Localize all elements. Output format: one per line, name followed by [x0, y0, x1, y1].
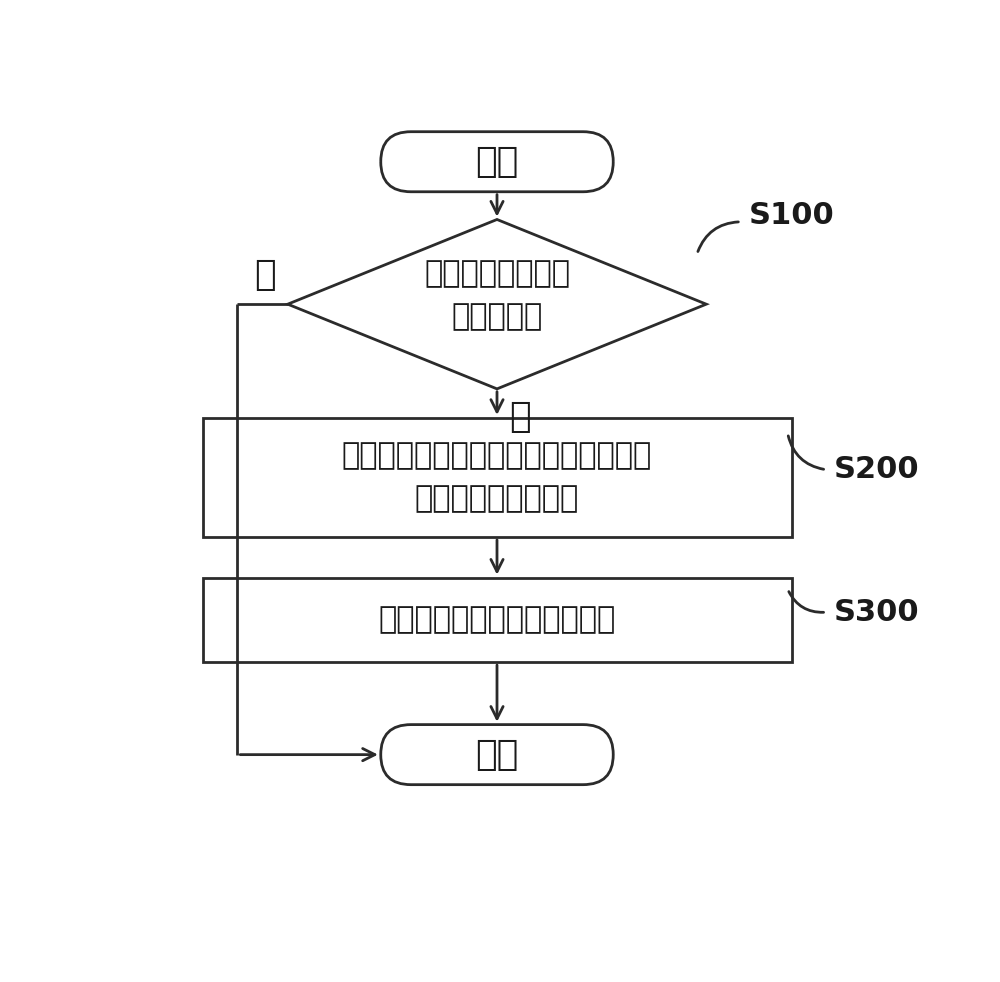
Text: 对所述敏感数据进行特殊字符移除，从
而获得规范敏感数据: 对所述敏感数据进行特殊字符移除，从 而获得规范敏感数据 [342, 442, 652, 514]
FancyBboxPatch shape [381, 725, 613, 785]
FancyBboxPatch shape [202, 417, 792, 537]
Text: 否: 否 [254, 258, 276, 292]
Text: S200: S200 [834, 456, 920, 484]
Text: 对所述规范敏感数据进行脱敏: 对所述规范敏感数据进行脱敏 [378, 605, 616, 634]
FancyBboxPatch shape [381, 132, 613, 191]
Text: 开始: 开始 [475, 144, 519, 179]
Text: 结束: 结束 [475, 737, 519, 772]
Text: 判断敏感数据是否
具有有效性: 判断敏感数据是否 具有有效性 [424, 259, 570, 331]
Text: S300: S300 [834, 598, 920, 627]
Text: 是: 是 [509, 401, 531, 434]
Text: S100: S100 [749, 201, 835, 230]
FancyBboxPatch shape [202, 577, 792, 662]
Polygon shape [288, 220, 706, 389]
